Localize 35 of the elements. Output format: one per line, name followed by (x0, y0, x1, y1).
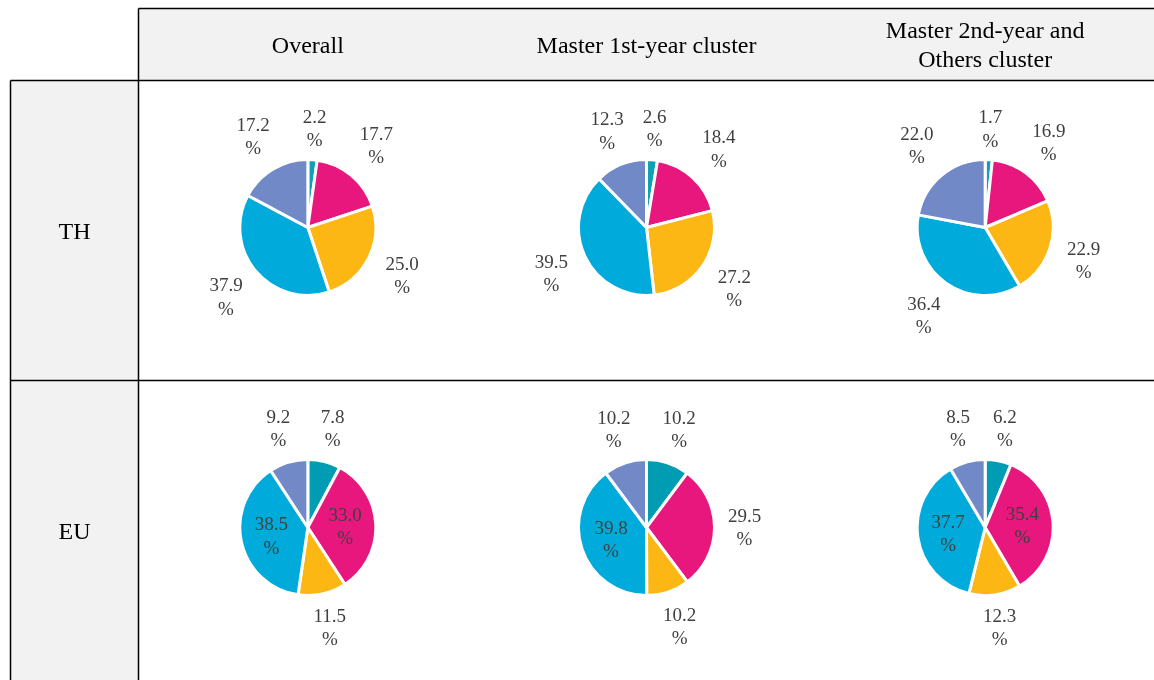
data-label: 2.2 % (302, 106, 327, 151)
data-label: 17.2 % (236, 114, 270, 159)
data-label: 12.3 % (983, 605, 1017, 650)
data-label: 27.2 % (717, 265, 751, 311)
chart-title: Master 1st-year cluster (536, 31, 757, 58)
data-label: 10.2 % (662, 406, 696, 452)
data-label: 39.8 % (594, 517, 628, 562)
chart-title: Master 2nd-year and Others cluster (885, 16, 1085, 73)
data-label: 37.9 % (209, 274, 243, 319)
text: EU (58, 517, 91, 544)
data-label: 11.5 % (313, 605, 347, 650)
data-label: 29.5 % (727, 505, 762, 550)
data-label: 1.7 % (978, 106, 1003, 151)
data-label: 2.6 % (642, 106, 667, 151)
data-label: 10.2 % (597, 406, 631, 452)
data-label: 6.2 % (992, 405, 1017, 450)
data-label: 37.7 % (931, 510, 965, 555)
data-label: 35.4 % (1005, 502, 1040, 547)
data-label: 8.5 % (946, 406, 970, 451)
data-label: 16.9 % (1032, 119, 1066, 164)
data-label: 7.8 % (320, 405, 345, 450)
data-label: 39.5 % (534, 250, 568, 295)
data-label: 25.0 % (385, 252, 419, 297)
data-label: 33.0 % (328, 503, 362, 548)
text: TH (58, 217, 91, 244)
data-label: 10.2 % (662, 603, 697, 649)
data-label: 18.4 % (702, 126, 736, 171)
data-label: 38.5 % (254, 513, 288, 558)
data-label: 9.2 % (266, 406, 291, 451)
data-label: 36.4 % (907, 292, 941, 337)
data-label: 12.3 % (590, 108, 624, 153)
data-label: 17.7 % (359, 123, 393, 168)
data-label: 22.0 % (900, 123, 934, 168)
chart-title: Overall (271, 31, 345, 58)
data-label: 22.9 % (1067, 238, 1101, 283)
